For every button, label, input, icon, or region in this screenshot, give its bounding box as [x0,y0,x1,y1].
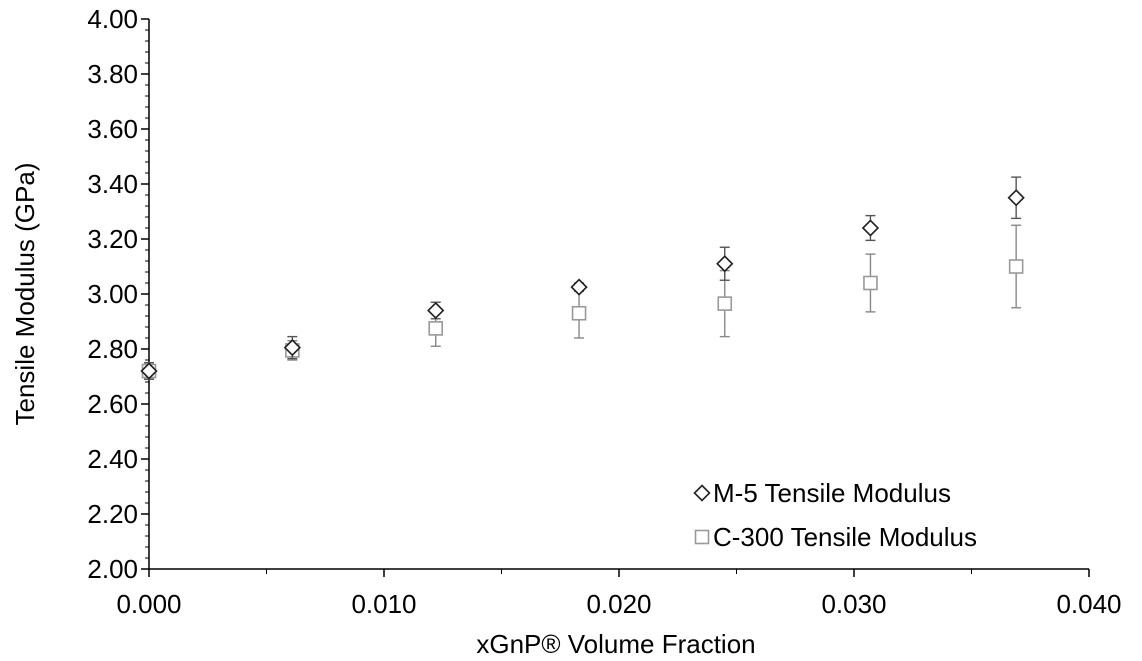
y-axis-title: Tensile Modulus (GPa) [10,163,40,426]
x-tick-label: 0.000 [116,589,181,619]
series-c300 [141,224,1024,380]
y-tick-label: 2.00 [87,554,138,584]
legend-marker-c300-square [694,529,710,545]
series-m5 [140,176,1025,380]
data-point-diamond [570,278,588,296]
data-point-square [571,305,587,321]
x-tick-label: 0.010 [351,589,416,619]
data-point-diamond [427,301,445,320]
y-tick-label: 3.40 [87,169,138,199]
x-tick-label: 0.020 [586,589,651,619]
data-point-square [1008,259,1024,274]
x-tick-label: 0.030 [821,589,886,619]
legend-label-c300: C-300 Tensile Modulus [713,522,977,552]
legend-diamond-icon [693,484,711,502]
data-point-diamond [283,338,301,357]
y-tick-label: 2.80 [87,334,138,364]
y-tick-label: 2.20 [87,499,138,529]
y-tick-label: 3.80 [87,59,138,89]
data-point-square [717,296,733,311]
data-point-diamond [140,362,158,380]
legend-square-icon [694,529,710,545]
legend-marker-m5-diamond [693,484,711,502]
legend: M-5 Tensile Modulus C-300 Tensile Modulu… [693,478,977,552]
y-tick-label: 2.60 [87,389,138,419]
y-axis: 2.00 2.20 2.40 2.60 2.80 3.00 3.20 3.40 3.60 3.80… [87,4,149,584]
data-point-square [863,275,878,291]
data-point-square [428,321,444,336]
data-series [140,176,1025,380]
data-point-diamond [861,219,880,237]
data-point-diamond [716,255,734,273]
y-tick-label: 2.40 [87,444,138,474]
y-tick-label: 3.20 [87,224,138,254]
x-axis-title: xGnP® Volume Fraction [476,629,755,659]
x-axis: 0.000 0.010 0.020 0.030 0.040 [116,569,1122,619]
x-tick-label: 0.040 [1056,589,1121,619]
legend-label-m5: M-5 Tensile Modulus [713,478,951,508]
y-tick-label: 4.00 [87,4,138,34]
y-tick-label: 3.60 [87,114,138,144]
y-tick-label: 3.00 [87,279,138,309]
data-point-diamond [1007,189,1025,207]
